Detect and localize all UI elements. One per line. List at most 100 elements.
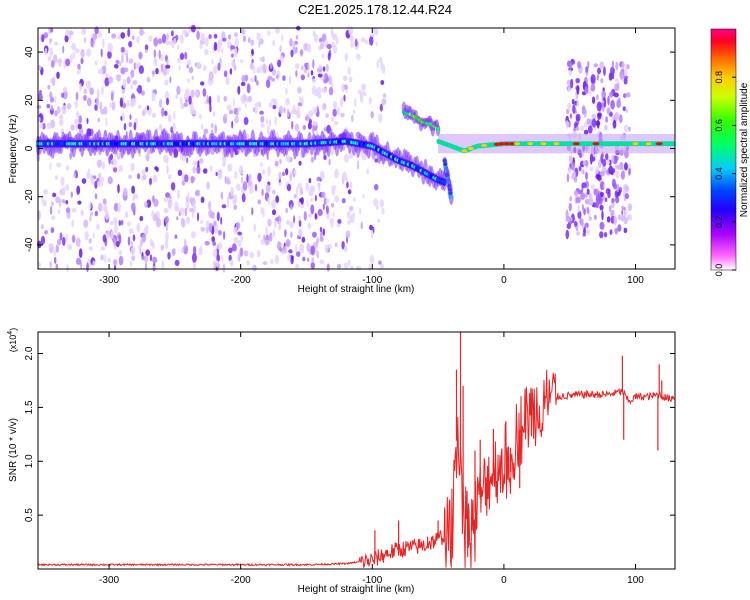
snr-y-tick-label: 1.5 <box>24 400 35 414</box>
spectrogram-noise-cell <box>323 127 328 132</box>
spectrogram-noise-cell <box>311 257 315 264</box>
spectrogram-noise-cell <box>94 60 98 66</box>
spectrogram-noise-cell <box>83 94 87 101</box>
spectrogram-noise-cell <box>256 249 261 258</box>
spectrogram-peak-warm <box>645 142 652 146</box>
spectrogram-noise-cell <box>46 122 52 130</box>
spectrogram-noise-cell <box>283 245 287 254</box>
spectrogram-noise-cell <box>93 34 96 45</box>
spectrogram-noise-cell <box>581 109 587 114</box>
spectrogram-noise-cell <box>77 200 82 205</box>
spectrogram-noise-cell <box>236 183 241 191</box>
spectrogram-noise-cell <box>269 232 273 242</box>
spectrogram-noise-cell <box>50 59 55 68</box>
spectrogram-x-tick-label: -300 <box>99 275 119 286</box>
spectrogram-noise-cell <box>585 159 588 167</box>
snr-x-tick-label: -300 <box>99 575 119 586</box>
spectrogram-noise-cell <box>97 30 102 39</box>
spectrogram-noise-cell <box>136 35 140 44</box>
spectrogram-noise-cell <box>269 119 272 127</box>
spectrogram-noise-cell <box>129 260 133 267</box>
spectrogram-noise-cell <box>248 173 252 182</box>
spectrogram-noise-cell <box>586 206 590 215</box>
spectrogram-noise-cell <box>130 69 135 78</box>
spectrogram-noise-cell <box>59 232 63 241</box>
spectrogram-noise-cell <box>55 263 59 269</box>
spectrogram-noise-cell <box>133 122 137 131</box>
spectrogram-noise-cell <box>595 193 601 203</box>
spectrogram-noise-cell <box>257 199 262 205</box>
spectrogram-noise-cell <box>200 196 205 203</box>
spectrogram-noise-cell <box>98 68 104 75</box>
spectrogram-noise-cell <box>192 261 196 270</box>
spectrogram-noise-cell <box>297 182 302 190</box>
spectrogram-noise-cell <box>313 33 319 43</box>
spectrogram-noise-cell <box>61 104 67 115</box>
spectrogram-noise-cell <box>86 97 92 107</box>
spectrogram-noise-cell <box>294 123 300 132</box>
spectrogram-noise-cell <box>311 85 317 96</box>
spectrogram-noise-cell <box>61 199 66 204</box>
spectrogram-noise-cell <box>272 105 277 110</box>
spectrogram-noise-cell <box>206 95 209 104</box>
spectrogram-noise-cell <box>130 101 133 106</box>
spectrogram-noise-cell <box>362 194 365 199</box>
spectrogram-x-tick-label: 0 <box>501 275 507 286</box>
spectrogram-noise-cell <box>246 83 251 94</box>
spectrogram-noise-cell <box>259 64 262 74</box>
spectrogram-noise-cell <box>381 98 387 106</box>
spectrogram-noise-cell <box>96 88 100 98</box>
spectrogram-noise-cell <box>275 195 280 203</box>
spectrogram-noise-cell <box>260 207 265 215</box>
spectrogram-noise-cell <box>375 41 378 46</box>
spectrogram-noise-cell <box>285 99 290 106</box>
spectrogram-noise-cell <box>345 176 348 183</box>
spectrogram-noise-cell <box>200 226 205 232</box>
spectrogram-noise-cell <box>74 118 80 125</box>
spectrogram-noise-cell <box>194 190 200 197</box>
spectrogram-noise-cell <box>111 160 114 165</box>
spectrogram-noise-cell <box>323 154 327 161</box>
spectrogram-noise-cell <box>605 116 609 123</box>
spectrogram-noise-cell <box>151 92 156 102</box>
spectrogram-noise-cell <box>308 110 314 118</box>
spectrogram-noise-cell <box>233 204 237 210</box>
spectrogram-noise-cell <box>72 51 76 60</box>
spectrogram-noise-cell <box>340 97 344 108</box>
spectrogram-noise-cell <box>336 106 340 116</box>
spectrogram-noise-cell <box>568 155 573 164</box>
spectrogram-noise-cell <box>120 32 126 39</box>
spectrogram-noise-cell <box>584 86 588 94</box>
spectrogram-noise-cell <box>71 219 75 228</box>
spectrogram-noise-cell <box>624 193 630 200</box>
spectrogram-noise-cell <box>98 202 103 212</box>
spectrogram-noise-cell <box>571 98 575 105</box>
spectrogram-peak-hot <box>572 142 580 146</box>
spectrogram-noise-cell <box>163 154 168 163</box>
spectrogram-noise-cell <box>297 102 303 107</box>
spectrogram-noise-cell <box>375 205 379 211</box>
spectrogram-noise-cell <box>128 121 132 128</box>
spectrogram-noise-cell <box>382 93 387 98</box>
spectrogram-noise-cell <box>76 111 80 119</box>
spectrogram-noise-cell <box>100 108 106 115</box>
spectrogram-noise-cell <box>151 112 157 118</box>
spectrogram-noise-cell <box>290 204 293 211</box>
spectrogram-noise-cell <box>627 203 633 212</box>
spectrogram-noise-cell <box>237 253 241 262</box>
spectrogram-noise-cell <box>107 257 111 263</box>
spectrogram-noise-cell <box>286 183 292 192</box>
spectrogram-noise-cell <box>223 70 228 78</box>
spectrogram-noise-cell <box>308 178 312 184</box>
spectrogram-noise-cell <box>312 106 318 114</box>
spectrogram-noise-cell <box>89 201 92 210</box>
spectrogram-peak-warm <box>540 142 547 146</box>
spectrogram-noise-cell <box>78 248 83 258</box>
spectrogram-noise-cell <box>179 96 183 105</box>
spectrogram-noise-cell <box>216 260 219 268</box>
spectrogram-noise-cell <box>282 75 286 81</box>
spectrogram-noise-cell <box>126 99 130 107</box>
spectrogram-noise-cell <box>597 67 601 75</box>
spectrogram-noise-cell <box>59 113 64 120</box>
spectrogram-noise-cell <box>316 86 322 95</box>
